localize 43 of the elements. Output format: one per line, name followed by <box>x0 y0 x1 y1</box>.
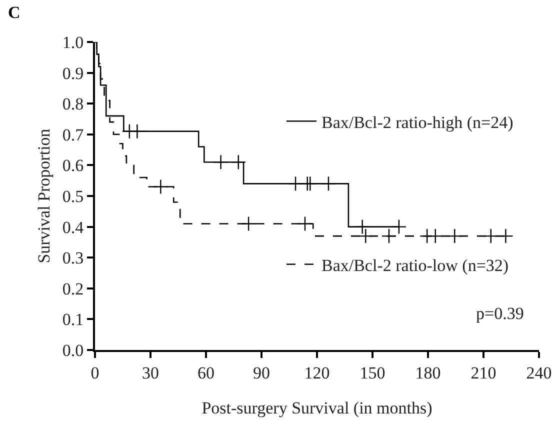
x-tick-label: 60 <box>198 363 214 382</box>
point <box>302 176 318 192</box>
point <box>391 219 407 234</box>
point <box>230 154 246 170</box>
point <box>483 228 498 244</box>
legend-label: Bax/Bcl-2 ratio-low (n=32) <box>321 256 509 275</box>
x-tick-label: 150 <box>360 363 386 382</box>
y-tick-label: 0.2 <box>62 279 84 298</box>
x-tick-label: 90 <box>253 363 270 382</box>
x-tick-label: 210 <box>470 363 496 382</box>
legend-label: Bax/Bcl-2 ratio-high (n=24) <box>321 112 514 132</box>
y-tick-label: 0.8 <box>62 94 84 114</box>
point <box>358 228 374 244</box>
x-tick-label: 180 <box>415 363 441 382</box>
point <box>297 216 313 232</box>
y-axis-title: Survival Proportion <box>34 128 54 264</box>
y-tick-label: 0.7 <box>62 125 84 144</box>
y-tick-label: 0.4 <box>62 218 84 237</box>
point <box>498 228 514 244</box>
point <box>213 154 228 170</box>
point <box>381 228 397 244</box>
point <box>320 176 336 192</box>
point <box>240 216 256 232</box>
point <box>447 228 462 244</box>
y-tick-label: 0.9 <box>62 64 84 83</box>
y-tick-label: 1.0 <box>62 32 84 52</box>
y-tick-label: 0.6 <box>62 156 84 176</box>
x-axis-title: Post-surgery Survival (in months) <box>202 398 432 418</box>
chart-title: C <box>8 3 20 22</box>
point <box>130 124 145 139</box>
y-tick-label: 0.1 <box>62 310 84 330</box>
x-tick-label: 30 <box>142 363 159 382</box>
x-tick-label: 0 <box>90 363 100 382</box>
point <box>354 219 370 234</box>
x-tick-label: 240 <box>526 363 552 382</box>
point <box>428 228 443 244</box>
y-tick-label: 0.0 <box>62 340 84 360</box>
annotation: p=0.39 <box>476 304 524 323</box>
y-tick-label: 0.5 <box>62 186 84 206</box>
y-tick-label: 0.3 <box>62 248 84 268</box>
x-tick-label: 120 <box>304 363 330 382</box>
point <box>153 179 168 194</box>
point <box>288 176 304 192</box>
